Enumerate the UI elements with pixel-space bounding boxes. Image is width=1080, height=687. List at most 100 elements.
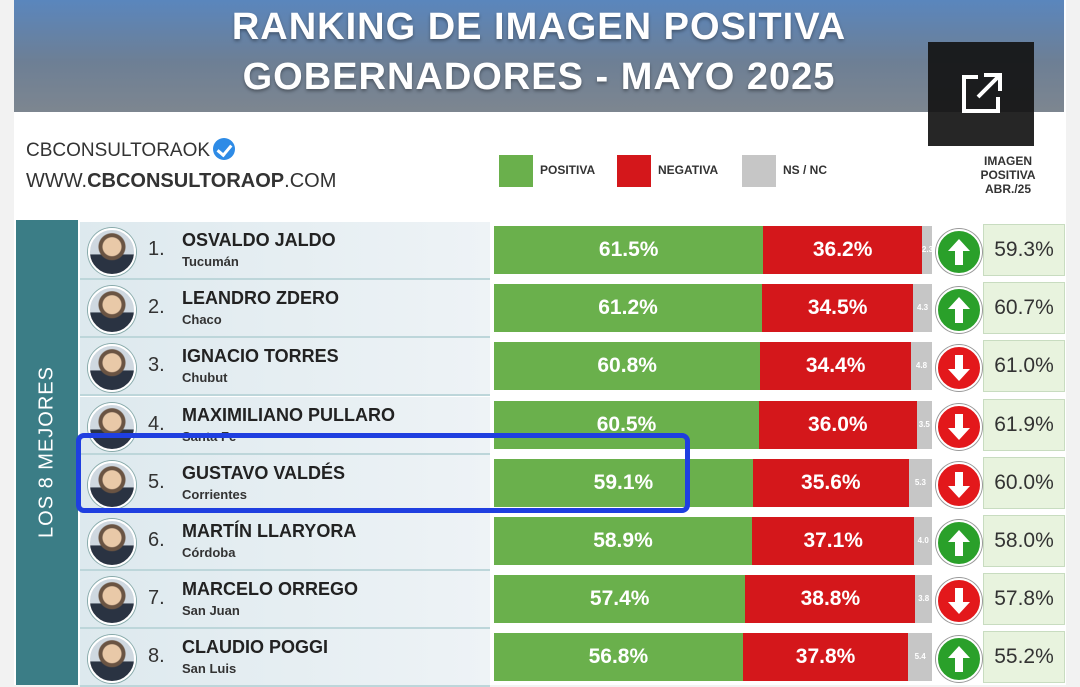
avatar [88, 344, 136, 393]
bar-segment-positiva: 61.5% [494, 226, 764, 274]
arrow-up-icon [936, 520, 982, 566]
stacked-bar: 57.4% 38.8% 3.8 [494, 575, 932, 624]
bar-segment-nsnc: 4.8 [910, 342, 932, 391]
governor-name: CLAUDIO POGGI [182, 637, 329, 658]
stacked-bar: 59.1% 35.6% 5.3 [494, 458, 932, 507]
brand-url: WWW.CBCONSULTORAOP.COM [26, 170, 337, 192]
province-name: Chaco [182, 312, 222, 328]
bar-segment-negativa: 34.4% [760, 342, 911, 391]
bar-segment-nsnc: 4.0 [914, 517, 932, 565]
governor-name: MARTÍN LLARYORA [182, 521, 357, 541]
province-name: Tucumán [182, 254, 239, 269]
arrow-down-icon [936, 461, 982, 508]
previous-positive-value: 55.2% [983, 631, 1065, 684]
avatar [88, 402, 136, 451]
bar-segment-negativa: 37.1% [751, 517, 915, 565]
governor-name: MAXIMILIANO PULLARO [182, 404, 395, 425]
arrow-down-icon [936, 578, 982, 625]
rank-number: 4. [148, 412, 165, 435]
previous-positive-value: 61.0% [983, 340, 1065, 393]
rank-number: 8. [148, 645, 165, 668]
province-name: Chubut [182, 370, 228, 386]
bar-segment-nsnc: 4.3 [913, 284, 932, 333]
governor-name: LEANDRO ZDERO [182, 288, 339, 309]
bar-segment-nsnc: 3.8 [915, 575, 932, 624]
province-name: Córdoba [182, 545, 236, 560]
bar-segment-nsnc: 2.3 [921, 226, 932, 274]
stacked-bar: 56.8% 37.8% 5.4 [494, 633, 932, 682]
title-line-2: GOBERNADORES - MAYO 2025 [242, 56, 836, 98]
bar-segment-positiva: 58.9% [494, 517, 752, 565]
bar-segment-positiva: 56.8% [494, 633, 743, 682]
bar-segment-positiva: 60.5% [494, 400, 759, 449]
external-link-icon [962, 73, 1002, 113]
bar-segment-negativa: 37.8% [742, 633, 909, 682]
bar-segment-negativa: 36.0% [758, 400, 917, 449]
table-row: 6. MARTÍN LLARYORA Córdoba [80, 513, 490, 571]
table-row: 1. OSVALDO JALDO Tucumán [80, 222, 490, 280]
stacked-bar: 61.2% 34.5% 4.3 [494, 284, 932, 333]
stacked-bar: 61.5% 36.2% 2.3 [494, 226, 932, 274]
legend-swatch-nsnc [742, 155, 776, 187]
bar-segment-positiva: 61.2% [494, 284, 763, 333]
province-name: San Luis [182, 661, 237, 677]
bar-segment-positiva: 57.4% [494, 575, 746, 624]
avatar [88, 460, 136, 509]
open-external-button[interactable] [928, 42, 1034, 146]
previous-header-line-1: IMAGEN [984, 154, 1032, 168]
previous-positive-value: 58.0% [983, 515, 1065, 567]
previous-positive-value: 59.3% [983, 224, 1065, 276]
governor-name: GUSTAVO VALDÉS [182, 462, 346, 483]
bar-segment-negativa: 38.8% [745, 575, 916, 624]
legend-label-nsnc: NS / NC [783, 163, 828, 177]
rank-number: 7. [148, 587, 165, 610]
previous-header-line-2: POSITIVA [980, 168, 1036, 182]
side-label: LOS 8 MEJORES [35, 366, 58, 538]
arrow-down-icon [936, 345, 982, 392]
legend-label-positiva: POSITIVA [540, 163, 596, 177]
rank-number: 5. [148, 470, 165, 493]
bar-segment-nsnc: 5.3 [908, 458, 932, 507]
governor-name: IGNACIO TORRES [182, 346, 339, 367]
previous-positive-value: 57.8% [983, 573, 1065, 626]
rank-number: 6. [148, 529, 165, 551]
legend-label-negativa: NEGATIVA [658, 163, 719, 177]
table-row: 8. CLAUDIO POGGI San Luis [80, 629, 490, 687]
arrow-up-icon [936, 229, 982, 275]
avatar [88, 577, 136, 626]
title-line-1: RANKING DE IMAGEN POSITIVA [231, 6, 847, 48]
bar-segment-negativa: 35.6% [752, 458, 909, 507]
rank-number: 3. [148, 354, 165, 377]
bar-segment-nsnc: 3.5 [916, 400, 932, 449]
avatar [88, 635, 136, 684]
legend-swatch-positiva [499, 155, 533, 187]
verified-badge-icon [213, 138, 236, 160]
avatar [88, 519, 136, 567]
highlight-box [76, 433, 690, 513]
avatar [88, 228, 136, 276]
bar-segment-negativa: 36.2% [763, 226, 922, 274]
bar-segment-positiva: 59.1% [494, 458, 753, 507]
side-label-band: LOS 8 MEJORES [16, 220, 78, 685]
rank-number: 1. [148, 238, 165, 260]
title-banner: RANKING DE IMAGEN POSITIVA GOBERNADORES … [14, 0, 1064, 112]
bar-segment-positiva: 60.8% [494, 342, 761, 391]
table-row: 5. GUSTAVO VALDÉS Corrientes [80, 454, 490, 513]
bar-segment-negativa: 34.5% [762, 284, 914, 333]
bar-segment-nsnc: 5.4 [908, 633, 932, 682]
previous-positive-value: 60.7% [983, 282, 1065, 335]
previous-column-header: IMAGEN POSITIVA ABR./25 [970, 154, 1046, 196]
brand-name: CBCONSULTORAOK [26, 138, 236, 162]
governor-name: MARCELO ORREGO [182, 579, 359, 600]
stacked-bar: 58.9% 37.1% 4.0 [494, 517, 932, 565]
province-name: San Juan [182, 603, 240, 619]
previous-header-line-3: ABR./25 [984, 182, 1031, 196]
governor-name: OSVALDO JALDO [182, 230, 336, 250]
table-row: 3. IGNACIO TORRES Chubut [80, 338, 490, 397]
arrow-up-icon [936, 287, 982, 334]
stacked-bar: 60.8% 34.4% 4.8 [494, 342, 932, 391]
previous-positive-value: 60.0% [983, 456, 1065, 509]
arrow-down-icon [936, 403, 982, 450]
table-row: 2. LEANDRO ZDERO Chaco [80, 280, 490, 339]
rank-number: 2. [148, 296, 165, 319]
